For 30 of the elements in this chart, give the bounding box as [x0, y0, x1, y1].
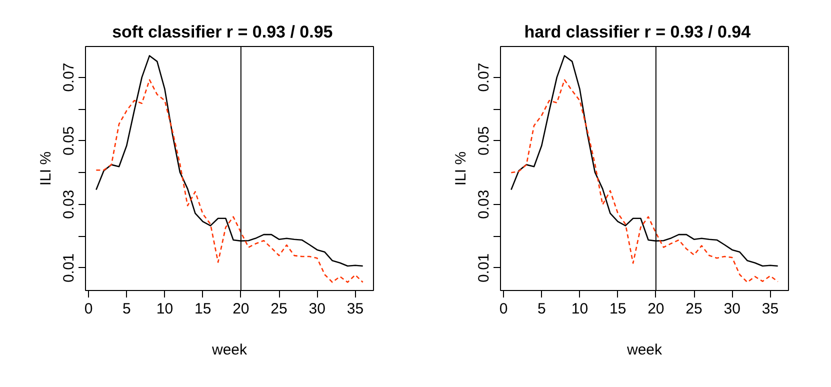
- y-tick-label: 0.05: [476, 126, 492, 156]
- y-tick-label: 0.03: [476, 190, 492, 219]
- y-tick-label: 0.07: [476, 62, 492, 92]
- x-tick-label: 15: [194, 300, 212, 318]
- x-tick-label: 5: [537, 300, 546, 318]
- y-tick-label: 0.01: [60, 253, 78, 283]
- x-tick-label: 0: [499, 300, 508, 318]
- y-tick-label: 0.07: [60, 62, 78, 92]
- chart-title: soft classifier r = 0.93 / 0.95: [112, 22, 333, 42]
- x-tick-label: 0: [84, 300, 93, 318]
- x-tick-label: 25: [270, 300, 288, 318]
- x-tick-label: 30: [308, 300, 326, 318]
- y-axis-title: ILI %: [38, 151, 54, 186]
- y-tick-label: 0.03: [60, 190, 78, 219]
- x-tick-label: 30: [724, 300, 740, 318]
- x-axis-title: week: [210, 342, 248, 358]
- y-axis-title: ILI %: [452, 151, 470, 186]
- y-tick-label: 0.01: [476, 253, 492, 283]
- x-tick-label: 20: [648, 300, 664, 318]
- x-tick-label: 35: [762, 300, 779, 318]
- x-tick-label: 10: [156, 300, 174, 318]
- x-tick-label: 20: [232, 300, 250, 318]
- x-tick-label: 25: [686, 300, 702, 318]
- x-tick-label: 15: [609, 300, 626, 318]
- x-tick-label: 10: [571, 300, 588, 318]
- x-axis-title: week: [626, 342, 663, 358]
- y-tick-label: 0.05: [60, 126, 78, 156]
- x-tick-label: 35: [346, 300, 364, 318]
- chart-title: hard classifier r = 0.93 / 0.94: [524, 22, 752, 42]
- x-tick-label: 5: [122, 300, 131, 318]
